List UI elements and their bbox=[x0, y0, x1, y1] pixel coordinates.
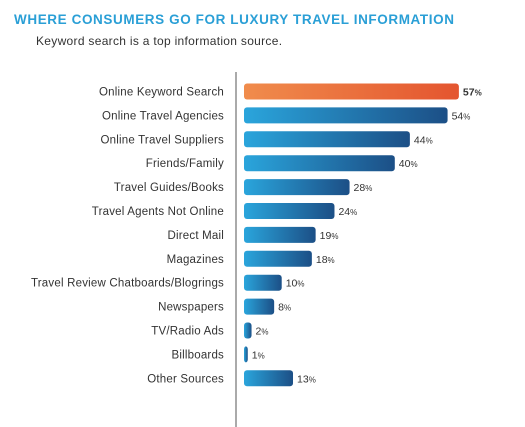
value-label: 13% bbox=[297, 373, 316, 385]
bar bbox=[244, 131, 410, 148]
category-label: Online Keyword Search bbox=[99, 87, 224, 99]
category-label: TV/Radio Ads bbox=[151, 326, 224, 338]
category-label: Direct Mail bbox=[167, 230, 224, 242]
bars bbox=[244, 83, 459, 387]
value-label: 18% bbox=[316, 254, 335, 266]
category-label: Other Sources bbox=[147, 373, 224, 385]
bar bbox=[244, 107, 448, 124]
value-label: 19% bbox=[320, 230, 339, 242]
chart-subtitle: Keyword search is a top information sour… bbox=[36, 34, 283, 48]
category-labels: Online Keyword Search Online Travel Agenc… bbox=[31, 87, 224, 386]
bar bbox=[244, 250, 312, 267]
value-label: 24% bbox=[338, 206, 357, 218]
bar bbox=[244, 155, 395, 172]
category-label: Travel Guides/Books bbox=[114, 182, 224, 194]
value-label: 8% bbox=[278, 302, 291, 314]
value-label: 40% bbox=[399, 158, 418, 170]
category-label: Billboards bbox=[172, 349, 225, 361]
category-label: Newspapers bbox=[158, 302, 224, 314]
bar bbox=[244, 179, 350, 196]
value-label: 44% bbox=[414, 134, 433, 146]
bar bbox=[244, 322, 252, 339]
bar bbox=[244, 346, 248, 363]
bar bbox=[244, 274, 282, 291]
value-label: 57% bbox=[463, 87, 482, 99]
value-label: 2% bbox=[256, 326, 269, 338]
category-label: Online Travel Suppliers bbox=[101, 134, 225, 146]
category-label: Friends/Family bbox=[146, 158, 224, 170]
value-labels: 57% 54% 44% 40% 28% 24% 19% 18% 10% 8% 2% 1% 13% bbox=[252, 87, 482, 386]
chart-title: WHERE CONSUMERS GO FOR LUXURY TRAVEL INF… bbox=[14, 12, 455, 27]
highlight-bar bbox=[244, 83, 459, 100]
bar bbox=[244, 298, 275, 315]
bar bbox=[244, 226, 316, 243]
value-label: 1% bbox=[252, 349, 265, 361]
category-label: Magazines bbox=[167, 254, 224, 266]
value-label: 10% bbox=[286, 278, 305, 290]
category-label: Travel Review Chatboards/Blogrings bbox=[31, 278, 224, 290]
value-label: 54% bbox=[452, 110, 471, 122]
bar bbox=[244, 370, 294, 387]
category-label: Travel Agents Not Online bbox=[92, 206, 224, 218]
value-label: 28% bbox=[354, 182, 373, 194]
bar bbox=[244, 203, 335, 219]
category-label: Online Travel Agencies bbox=[102, 110, 224, 122]
